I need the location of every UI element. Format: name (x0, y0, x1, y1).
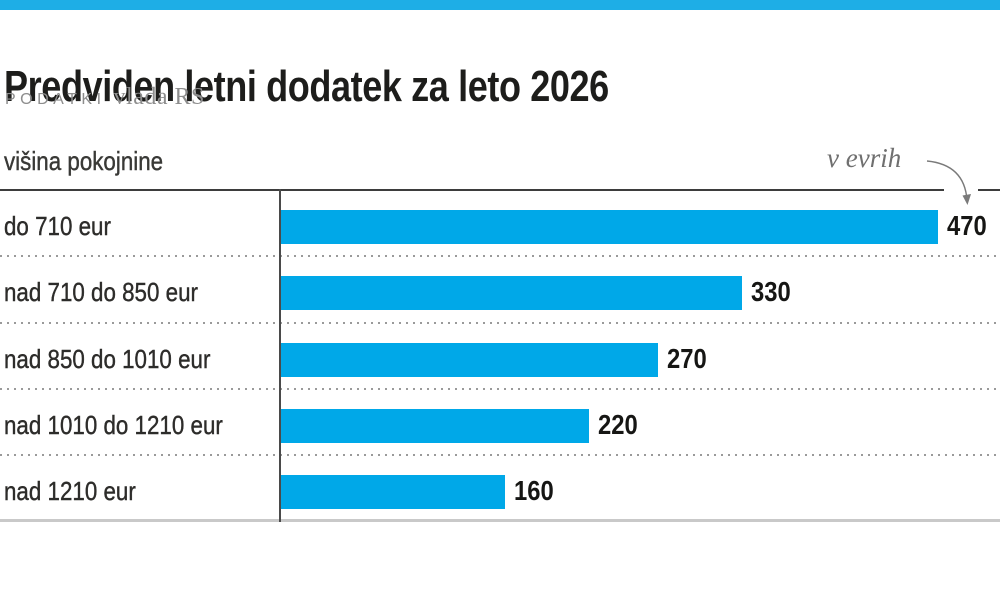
chart-title: Predviden letni dodatek za leto 2026 (4, 62, 609, 112)
row-separator (0, 321, 1000, 324)
chart-top-rule (0, 189, 1000, 191)
chart-row: nad 1010 do 1210 eur 220 (0, 389, 1000, 455)
chart-row: nad 850 do 1010 eur 270 (0, 323, 1000, 389)
bar (281, 475, 505, 510)
bar (281, 342, 658, 377)
chart-row: do 710 eur 470 (0, 190, 1000, 256)
value-label: 270 (667, 342, 707, 374)
value-label: 220 (598, 408, 638, 440)
category-label: nad 710 do 850 eur (4, 277, 198, 308)
y-axis-title: višina pokojnine (4, 146, 164, 176)
source-label: PODATKI (5, 91, 106, 108)
source-line: PODATKI vlada RS (5, 84, 205, 111)
top-accent-strip (0, 0, 1000, 10)
chart-row: nad 710 do 850 eur 330 (0, 256, 1000, 322)
bar (281, 210, 938, 244)
bar (281, 408, 589, 443)
row-separator (0, 387, 1000, 390)
row-separator (0, 454, 1000, 457)
chart-axis-line (279, 189, 281, 522)
category-label: nad 1210 eur (4, 476, 136, 507)
category-label: do 710 eur (4, 211, 111, 241)
annotation-arrow-icon (926, 160, 978, 205)
source-value: vlada RS (113, 84, 205, 110)
category-label: nad 850 do 1010 eur (4, 343, 211, 374)
value-label: 330 (751, 276, 791, 308)
category-label: nad 1010 do 1210 eur (4, 409, 223, 440)
value-label: 160 (514, 475, 554, 507)
chart-row: nad 1210 eur 160 (0, 455, 1000, 521)
chart-baseline (0, 519, 1000, 522)
unit-annotation: v evrih (827, 143, 902, 173)
value-label: 470 (947, 210, 987, 241)
bar (281, 276, 742, 311)
row-separator (0, 255, 1000, 258)
